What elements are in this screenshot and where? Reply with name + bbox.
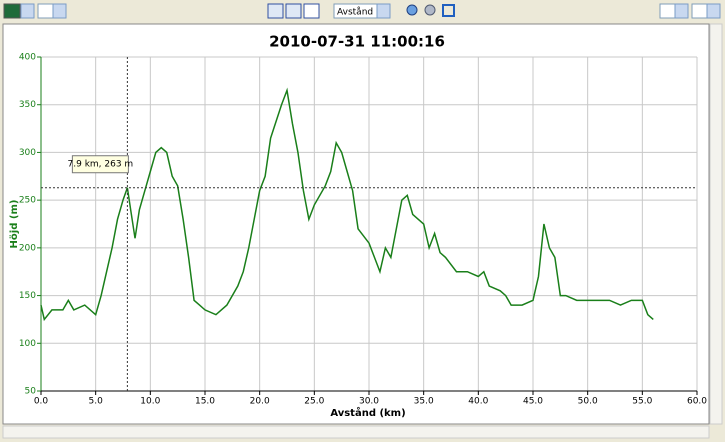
y-tick-label: 100	[19, 339, 36, 349]
line-icon[interactable]	[303, 3, 320, 19]
v-scrollbar[interactable]	[709, 23, 723, 425]
elevation-line	[40, 87, 654, 322]
dropdown-button[interactable]	[20, 3, 35, 19]
plot: 50 100 150 200 250 300 350 400 0.0 5.0 10.0 15.0 20.…	[19, 53, 707, 407]
x-tick-label: 55.0	[632, 397, 652, 407]
chart-panel	[2, 23, 710, 425]
y-tick-label: 200	[19, 243, 36, 253]
tooltip-text: 7.9 km, 263 m	[68, 160, 134, 170]
x-tick-label: 40.0	[468, 397, 488, 407]
x-tick-label: 5.0	[89, 397, 104, 407]
dropdown-button[interactable]	[52, 3, 67, 19]
x-tick-label: 50.0	[578, 397, 598, 407]
x-axis-label: Avstånd (km)	[330, 406, 405, 419]
mode-label: Avstånd	[337, 7, 373, 18]
y-tick-label: 50	[25, 387, 37, 397]
x-tick-label: 60.0	[687, 397, 707, 407]
zoom-in-icon[interactable]	[406, 4, 418, 16]
y-tick-label: 250	[19, 196, 36, 206]
x-tick-label: 30.0	[359, 397, 379, 407]
y-tick-label: 150	[19, 291, 36, 301]
y-tick-label: 400	[19, 53, 36, 63]
x-tick-label: 25.0	[304, 397, 324, 407]
x-tick-label: 45.0	[523, 397, 543, 407]
tooltip-box	[71, 155, 129, 174]
y-tick-label: 300	[19, 148, 36, 158]
color-swatch[interactable]	[3, 3, 21, 19]
split-icon[interactable]	[285, 3, 302, 19]
x-tick-label: 10.0	[140, 397, 160, 407]
grid-icon[interactable]	[267, 3, 284, 19]
x-tick-label: 0.0	[34, 397, 49, 407]
dropdown-button[interactable]	[706, 3, 721, 19]
x-tick-label: 15.0	[195, 397, 215, 407]
x-tick-label: 20.0	[250, 397, 270, 407]
y-tick-label: 350	[19, 100, 36, 110]
dropdown-button[interactable]	[674, 3, 689, 19]
h-scrollbar[interactable]	[2, 425, 710, 439]
y-axis-label: Höjd (m)	[9, 200, 20, 249]
zoom-fit-icon[interactable]	[442, 4, 455, 17]
x-tick-label: 35.0	[414, 397, 434, 407]
zoom-out-icon[interactable]	[424, 4, 436, 16]
chart-title: 2010-07-31 11:00:16	[269, 33, 445, 51]
dropdown-button[interactable]	[376, 3, 391, 19]
